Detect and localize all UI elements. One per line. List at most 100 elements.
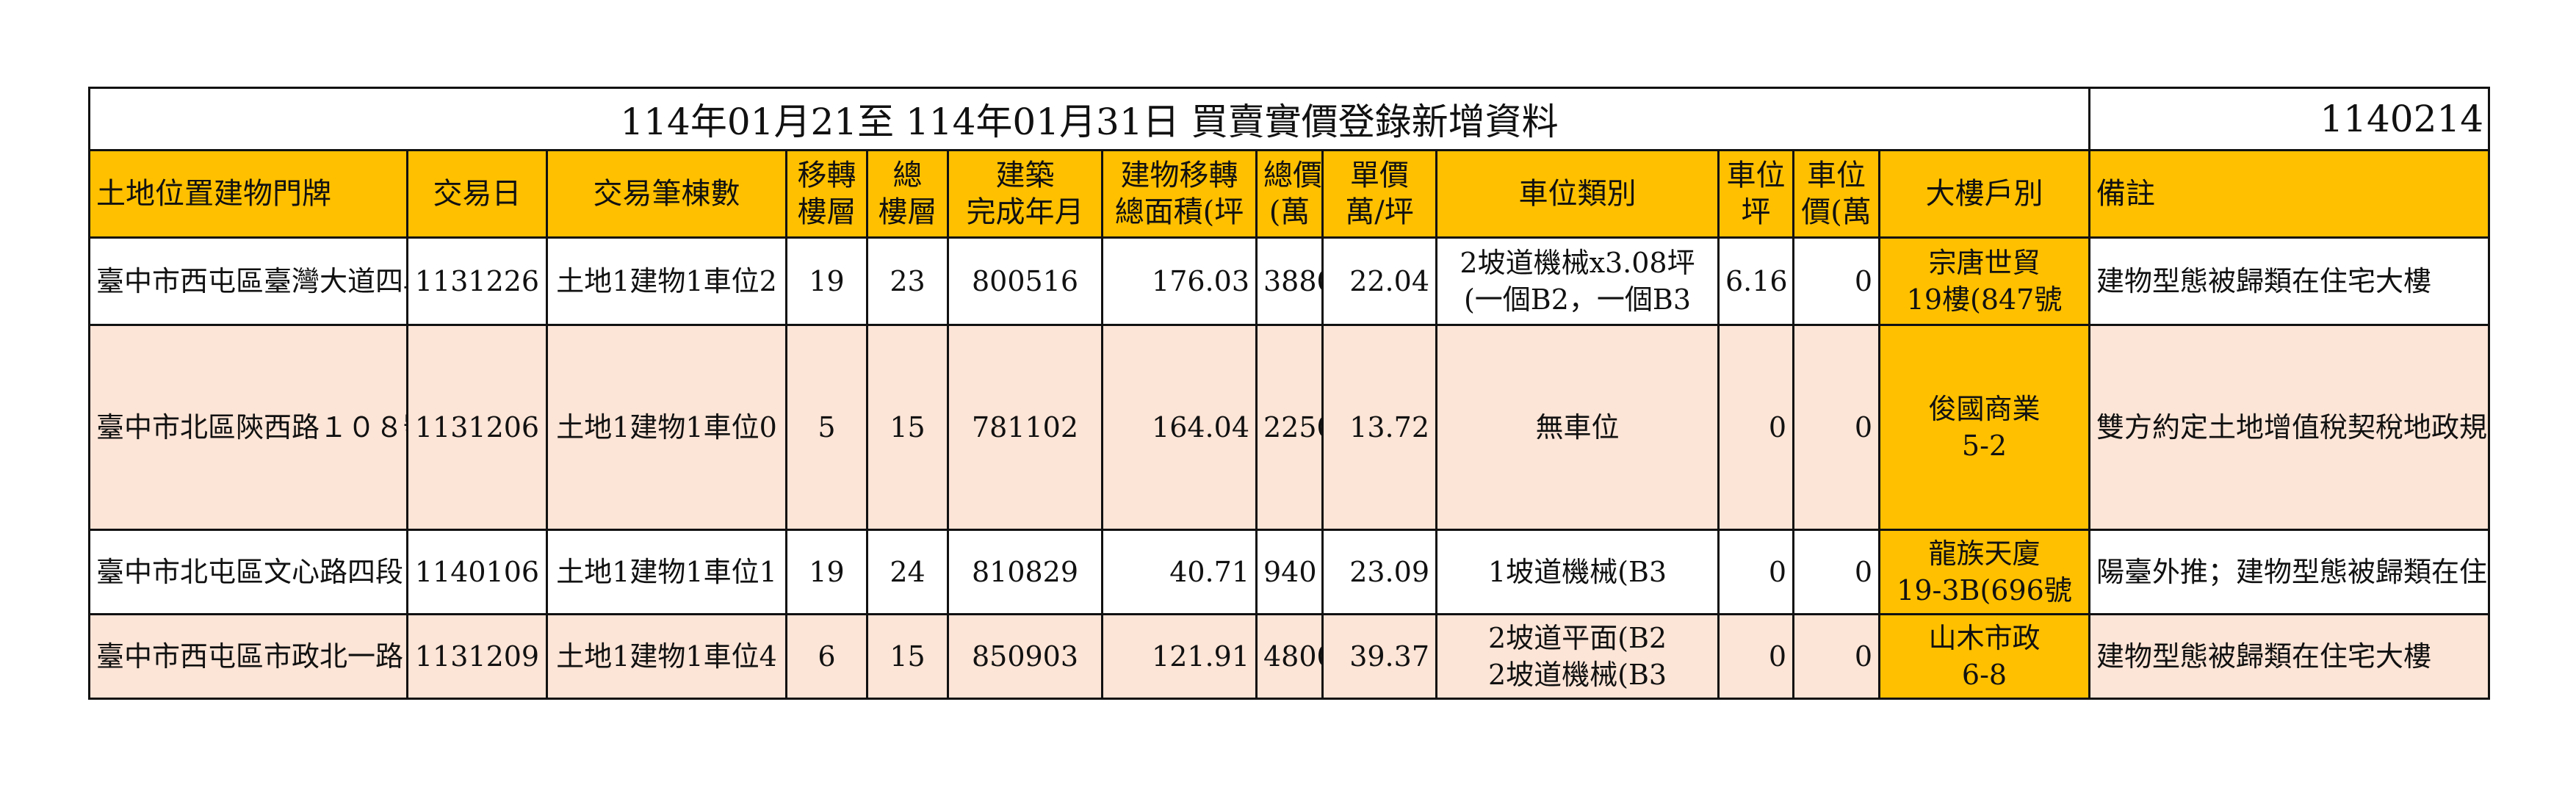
cell-parking-price: 0 bbox=[1792, 529, 1880, 615]
cell-area: 40.71 bbox=[1101, 529, 1258, 615]
building-name: 俊國商業 bbox=[1928, 393, 2041, 425]
header-parking-price: 車位 價(萬 bbox=[1792, 149, 1880, 239]
cell-built: 850903 bbox=[947, 613, 1103, 700]
cell-unit-price: 13.72 bbox=[1321, 324, 1437, 531]
parking-type-line1: 1坡道機械(B3 bbox=[1487, 556, 1667, 588]
cell-date: 1140106 bbox=[406, 529, 548, 615]
header-price-line1: 總價 bbox=[1263, 159, 1322, 192]
cell-parking-price: 0 bbox=[1792, 613, 1880, 700]
cell-items: 土地1建物1車位2 bbox=[546, 236, 787, 326]
cell-address: 臺中市北區陝西路１０８號５樓之２ bbox=[88, 324, 408, 531]
cell-floor: 19 bbox=[785, 529, 868, 615]
cell-floor: 5 bbox=[785, 324, 868, 531]
header-unit-line1: 單價 bbox=[1350, 159, 1409, 192]
header-building: 大樓戶別 bbox=[1877, 149, 2091, 239]
cell-parking-price: 0 bbox=[1792, 324, 1880, 531]
cell-floor: 19 bbox=[785, 236, 868, 326]
header-unit-price: 單價 萬/坪 bbox=[1321, 149, 1437, 239]
header-parking-area-line1: 車位 bbox=[1726, 159, 1786, 192]
parking-type-line2: 2坡道機械(B3 bbox=[1487, 659, 1667, 691]
header-address: 土地位置建物門牌 bbox=[88, 149, 408, 239]
cell-parking-type: 2坡道平面(B2 2坡道機械(B3 bbox=[1435, 613, 1720, 700]
header-price-line2: (萬 bbox=[1269, 195, 1310, 229]
cell-unit-price: 39.37 bbox=[1321, 613, 1437, 700]
cell-items: 土地1建物1車位1 bbox=[546, 529, 787, 615]
building-unit: 5-2 bbox=[1961, 430, 2007, 462]
cell-address: 臺中市西屯區市政北一路７７號六樓之８ bbox=[88, 613, 408, 700]
parking-type-line1: 2坡道機械x3.08坪 bbox=[1460, 247, 1695, 279]
cell-note: 建物型態被歸類在住宅大樓 bbox=[2088, 613, 2491, 700]
parking-type-line1: 無車位 bbox=[1535, 411, 1620, 443]
header-parking-type: 車位類別 bbox=[1435, 149, 1720, 239]
sheet-title: 114年01月21至 114年01月31日 買賣實價登錄新增資料 bbox=[87, 87, 2091, 151]
header-area: 建物移轉 總面積(坪 bbox=[1101, 149, 1258, 239]
cell-parking-price: 0 bbox=[1792, 236, 1880, 326]
cell-items: 土地1建物1車位4 bbox=[546, 613, 787, 700]
building-unit: 19-3B(696號 bbox=[1897, 574, 2072, 606]
header-floor: 移轉 樓層 bbox=[785, 149, 868, 239]
cell-note: 建物型態被歸類在住宅大樓 bbox=[2088, 236, 2491, 326]
cell-total-floors: 24 bbox=[866, 529, 949, 615]
header-built-line2: 完成年月 bbox=[966, 195, 1084, 229]
header-area-line1: 建物移轉 bbox=[1120, 159, 1238, 192]
building-name: 龍族天廈 bbox=[1928, 537, 2041, 570]
header-total-floors-line1: 總 bbox=[892, 159, 923, 192]
parking-type-line2: (一個B2，一個B3 bbox=[1463, 283, 1692, 316]
header-built: 建築 完成年月 bbox=[947, 149, 1103, 239]
building-name: 山木市政 bbox=[1928, 622, 2041, 654]
header-price: 總價 (萬 bbox=[1255, 149, 1324, 239]
header-row: 土地位置建物門牌 交易日 交易筆棟數 移轉 樓層 總樓層 建築 完成年月 建物移轉總… bbox=[88, 149, 2491, 239]
cell-parking-area: 0 bbox=[1717, 324, 1794, 531]
cell-date: 1131206 bbox=[406, 324, 548, 531]
cell-building: 山木市政 6-8 bbox=[1877, 613, 2091, 700]
header-parking-area-line2: 坪 bbox=[1741, 195, 1771, 229]
header-floor-line1: 移轉 bbox=[797, 159, 856, 192]
cell-parking-area: 0 bbox=[1717, 613, 1794, 700]
document-number: 1140214 bbox=[2088, 87, 2491, 151]
cell-built: 810829 bbox=[947, 529, 1103, 615]
cell-floor: 6 bbox=[785, 613, 868, 700]
cell-area: 164.04 bbox=[1101, 324, 1258, 531]
header-parking-area: 車位坪 bbox=[1717, 149, 1794, 239]
building-unit: 6-8 bbox=[1961, 659, 2007, 691]
cell-total-floors: 15 bbox=[866, 613, 949, 700]
header-built-line1: 建築 bbox=[995, 159, 1055, 192]
cell-built: 781102 bbox=[947, 324, 1103, 531]
cell-building: 宗唐世貿 19樓(847號 bbox=[1877, 236, 2091, 326]
header-floor-line2: 樓層 bbox=[797, 195, 856, 229]
header-total-floors: 總樓層 bbox=[866, 149, 949, 239]
header-area-line2: 總面積(坪 bbox=[1114, 195, 1244, 229]
header-parking-price-line1: 車位 bbox=[1807, 159, 1866, 192]
cell-built: 800516 bbox=[947, 236, 1103, 326]
table-row: 臺中市西屯區市政北一路７７號六樓之８ 1131209 土地1建物1車位4 6 1… bbox=[88, 613, 2491, 700]
header-items: 交易筆棟數 bbox=[546, 149, 787, 239]
cell-address: 臺中市西屯區臺灣大道四段８４７號十九樓 bbox=[88, 236, 408, 326]
cell-price: 940 bbox=[1255, 529, 1324, 615]
cell-price: 3880 bbox=[1255, 236, 1324, 326]
cell-address: 臺中市北屯區文心路四段６９６號１９樓之３ bbox=[88, 529, 408, 615]
transaction-table: 114年01月21至 114年01月31日 買賣實價登錄新增資料 1140214… bbox=[87, 87, 2491, 700]
cell-parking-type: 1坡道機械(B3 bbox=[1435, 529, 1720, 615]
cell-items: 土地1建物1車位0 bbox=[546, 324, 787, 531]
cell-total-floors: 23 bbox=[866, 236, 949, 326]
cell-parking-area: 6.16 bbox=[1717, 236, 1794, 326]
cell-parking-area: 0 bbox=[1717, 529, 1794, 615]
cell-date: 1131209 bbox=[406, 613, 548, 700]
cell-parking-type: 無車位 bbox=[1435, 324, 1720, 531]
table-row: 臺中市北區陝西路１０８號５樓之２ 1131206 土地1建物1車位0 5 15 … bbox=[88, 324, 2491, 531]
cell-date: 1131226 bbox=[406, 236, 548, 326]
cell-price: 4800 bbox=[1255, 613, 1324, 700]
parking-type-line1: 2坡道平面(B2 bbox=[1487, 622, 1667, 654]
table-row: 臺中市北屯區文心路四段６９６號１９樓之３ 1140106 土地1建物1車位1 1… bbox=[88, 529, 2491, 615]
cell-note: 雙方約定土地增值稅契稅地政規費等及辦理本案件的地政士服務費皆由買方負擔。其他增建… bbox=[2088, 324, 2491, 531]
header-note: 備註 bbox=[2088, 149, 2491, 239]
header-date: 交易日 bbox=[406, 149, 548, 239]
title-row: 114年01月21至 114年01月31日 買賣實價登錄新增資料 1140214 bbox=[87, 87, 2491, 151]
cell-total-floors: 15 bbox=[866, 324, 949, 531]
header-unit-line2: 萬/坪 bbox=[1345, 195, 1414, 229]
table-row: 臺中市西屯區臺灣大道四段８４７號十九樓 1131226 土地1建物1車位2 19… bbox=[88, 236, 2491, 326]
cell-area: 176.03 bbox=[1101, 236, 1258, 326]
building-unit: 19樓(847號 bbox=[1906, 283, 2063, 316]
cell-price: 2250 bbox=[1255, 324, 1324, 531]
building-name: 宗唐世貿 bbox=[1928, 247, 2041, 279]
